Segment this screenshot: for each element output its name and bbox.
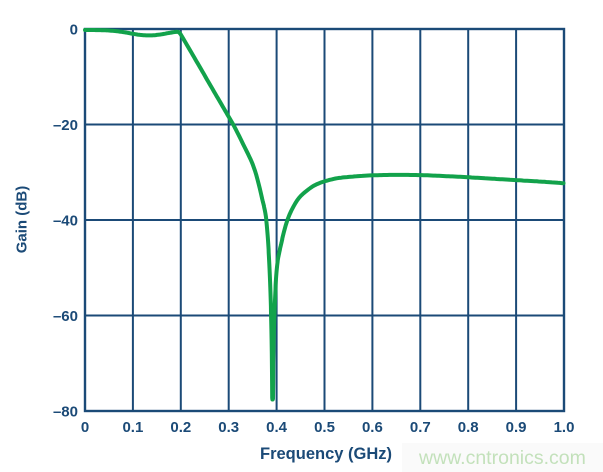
svg-text:0.1: 0.1 (122, 419, 143, 436)
svg-text:0.5: 0.5 (314, 419, 335, 436)
svg-text:0.4: 0.4 (266, 419, 288, 436)
svg-text:0.9: 0.9 (506, 419, 527, 436)
svg-text:1.0: 1.0 (554, 419, 575, 436)
svg-text:0.6: 0.6 (362, 419, 383, 436)
svg-text:0: 0 (70, 21, 78, 38)
svg-text:–60: –60 (53, 308, 78, 325)
svg-text:–80: –80 (53, 403, 78, 420)
svg-text:Frequency (GHz): Frequency (GHz) (260, 445, 392, 463)
svg-text:–20: –20 (53, 117, 78, 134)
svg-text:www.cntronics.com: www.cntronics.com (418, 447, 586, 469)
svg-text:Gain (dB): Gain (dB) (14, 186, 31, 254)
svg-text:–40: –40 (53, 212, 78, 229)
svg-text:0.3: 0.3 (218, 419, 239, 436)
svg-text:0.7: 0.7 (410, 419, 431, 436)
svg-text:0.2: 0.2 (170, 419, 191, 436)
svg-text:0.8: 0.8 (458, 419, 479, 436)
svg-text:0: 0 (81, 419, 89, 436)
